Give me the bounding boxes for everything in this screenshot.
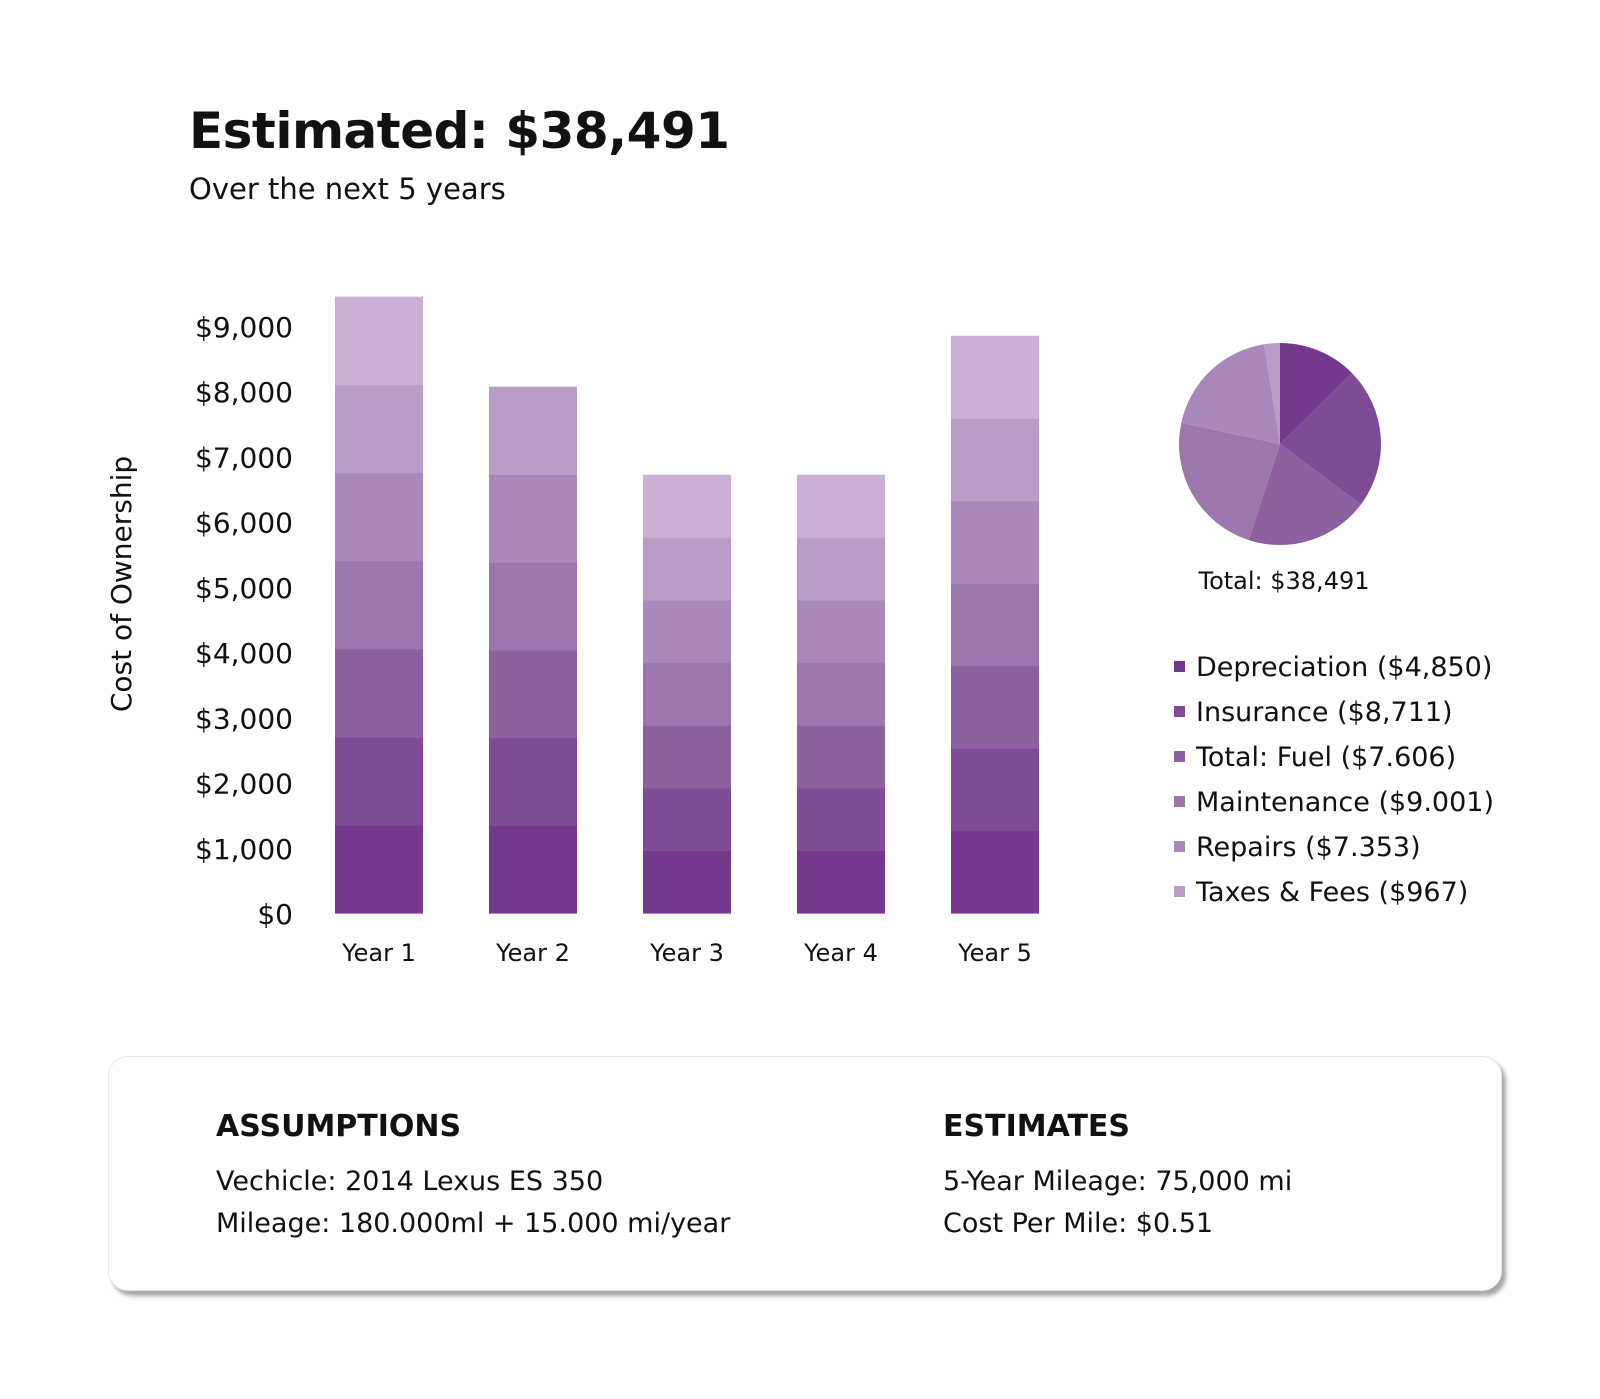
x-tick-label: Year 2 — [495, 939, 570, 967]
bar-segment — [643, 662, 731, 726]
bar-segment — [951, 500, 1039, 584]
y-tick-label: $8,000 — [195, 376, 293, 409]
pie-slice — [1280, 373, 1382, 505]
estimates-title: ESTIMATES — [943, 1109, 1131, 1144]
assumptions-section: ASSUMPTIONS Vechicle: 2014 Lexus ES 350 … — [216, 1109, 730, 1245]
bar-segment — [335, 560, 423, 650]
x-tick-label: Year 1 — [341, 939, 416, 967]
bar-segment — [797, 537, 885, 601]
bar-segment — [335, 296, 423, 386]
page-subtitle: Over the next 5 years — [189, 172, 506, 206]
bar-segment — [489, 825, 577, 914]
legend-swatch — [1174, 796, 1185, 807]
legend-swatch — [1174, 706, 1185, 717]
y-tick-label: $1,000 — [195, 833, 293, 866]
bar-segment — [489, 474, 577, 563]
y-axis-label: Cost of Ownership — [105, 456, 138, 712]
bar-segment — [489, 737, 577, 826]
bar-segment — [951, 830, 1039, 914]
cost-charts: $0 $1,000 $2,000 $3,000 $4,000 $5,000 $6,000 $7… — [105, 296, 1494, 967]
y-tick-label: $7,000 — [195, 441, 293, 474]
estimate-cost-per-mile: Cost Per Mile: $0.51 — [943, 1208, 1214, 1239]
legend-label: Maintenance ($9.001) — [1196, 787, 1494, 818]
legend-swatch — [1174, 751, 1185, 762]
legend-label: Taxes & Fees ($967) — [1195, 877, 1468, 908]
legend-swatch — [1174, 841, 1185, 852]
bar-segment — [489, 562, 577, 651]
pie-slice — [1181, 344, 1280, 444]
y-tick-label: $3,000 — [195, 702, 293, 735]
bar-segment — [797, 725, 885, 789]
bar-segment — [489, 386, 577, 475]
pie-slice — [1264, 343, 1280, 444]
y-tick-label: $2,000 — [195, 768, 293, 801]
bar-segment — [643, 599, 731, 664]
bar-segment — [951, 748, 1039, 832]
y-tick-label: $0 — [257, 898, 293, 931]
bar-segment — [951, 583, 1039, 667]
estimate-mileage: 5-Year Mileage: 75,000 mi — [943, 1166, 1293, 1197]
bar-segment — [643, 787, 731, 851]
pie-slice — [1280, 343, 1352, 444]
legend-label: Depreciation ($4,850) — [1196, 652, 1492, 683]
x-tick-label: Year 4 — [803, 939, 878, 967]
bar-segment — [951, 335, 1039, 419]
bar-segment — [335, 824, 423, 914]
page-title: Estimated: $38,491 — [189, 102, 730, 160]
assumption-vehicle: Vechicle: 2014 Lexus ES 350 — [216, 1166, 604, 1197]
assumptions-title: ASSUMPTIONS — [216, 1109, 462, 1144]
bar-segment — [797, 662, 885, 726]
legend-label: Insurance ($8,711) — [1196, 697, 1453, 728]
y-tick-label: $6,000 — [195, 507, 293, 540]
bar-segment — [643, 537, 731, 601]
legend-label: Repairs ($7.353) — [1196, 832, 1421, 863]
bar-segment — [335, 648, 423, 738]
bar-segment — [335, 736, 423, 826]
y-tick-label: $9,000 — [195, 311, 293, 344]
info-panel: ASSUMPTIONS Vechicle: 2014 Lexus ES 350 … — [108, 1056, 1502, 1291]
assumption-mileage: Mileage: 180.000ml + 15.000 mi/year — [216, 1208, 731, 1239]
bar-segment — [643, 850, 731, 914]
legend-swatch — [1174, 886, 1185, 897]
x-tick-label: Year 5 — [957, 939, 1032, 967]
bar-segment — [643, 474, 731, 538]
bar-segment — [797, 474, 885, 538]
pie-slice — [1248, 444, 1361, 545]
y-tick-label: $4,000 — [195, 637, 293, 670]
bar-segment — [489, 649, 577, 739]
legend-swatch — [1174, 661, 1185, 672]
estimates-section: ESTIMATES 5-Year Mileage: 75,000 mi Cost… — [943, 1109, 1292, 1245]
legend-label: Total: Fuel ($7.606) — [1195, 742, 1456, 773]
bar-segment — [951, 418, 1039, 502]
bar-segment — [797, 787, 885, 851]
bar-segment — [643, 725, 731, 789]
pie-slice — [1179, 422, 1280, 541]
x-tick-label: Year 3 — [649, 939, 724, 967]
bar-segment — [335, 384, 423, 474]
bar-segment — [951, 665, 1039, 749]
bar-segment — [797, 850, 885, 914]
y-tick-label: $5,000 — [195, 572, 293, 605]
pie-total-label: Total: $38,491 — [1197, 567, 1369, 595]
bar-segment — [335, 472, 423, 562]
bar-segment — [797, 599, 885, 664]
